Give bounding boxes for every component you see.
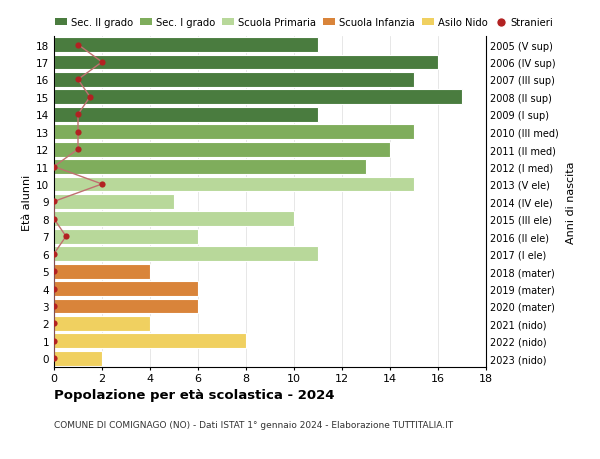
Point (49, 251, 59, 258)
Bar (54, 281, 198, 297)
Bar (54, 160, 366, 174)
Point (97, 181, 107, 188)
Bar (54, 38, 318, 53)
Point (49, 355, 59, 362)
Point (49, 163, 59, 171)
Text: COMUNE DI COMIGNAGO (NO) - Dati ISTAT 1° gennaio 2024 - Elaborazione TUTTITALIA.: COMUNE DI COMIGNAGO (NO) - Dati ISTAT 1°… (54, 420, 453, 429)
Bar (54, 195, 174, 209)
Bar (54, 316, 150, 331)
Point (73, 42, 83, 49)
Point (73, 77, 83, 84)
Point (49, 320, 59, 327)
Bar (54, 230, 198, 244)
Y-axis label: Età alunni: Età alunni (22, 174, 32, 230)
Bar (54, 73, 414, 88)
Point (61, 233, 71, 241)
Bar (54, 56, 438, 70)
Point (85, 94, 95, 101)
Bar (54, 142, 390, 157)
Point (73, 146, 83, 153)
Point (49, 337, 59, 345)
Bar (54, 264, 150, 279)
Point (97, 59, 107, 67)
Point (73, 112, 83, 119)
Bar (54, 177, 414, 192)
Point (49, 285, 59, 292)
Bar (54, 299, 198, 313)
Point (49, 198, 59, 206)
Y-axis label: Anni di nascita: Anni di nascita (566, 161, 576, 243)
Point (49, 216, 59, 223)
Point (49, 302, 59, 310)
Bar (54, 125, 414, 140)
Bar (54, 90, 462, 105)
Bar (54, 107, 318, 123)
Point (49, 268, 59, 275)
Bar (54, 351, 102, 366)
Point (73, 129, 83, 136)
Bar (54, 247, 318, 262)
Text: Popolazione per età scolastica - 2024: Popolazione per età scolastica - 2024 (54, 388, 335, 401)
Bar (54, 212, 294, 227)
Legend: Sec. II grado, Sec. I grado, Scuola Primaria, Scuola Infanzia, Asilo Nido, Stran: Sec. II grado, Sec. I grado, Scuola Prim… (55, 18, 553, 28)
Bar (54, 334, 246, 348)
